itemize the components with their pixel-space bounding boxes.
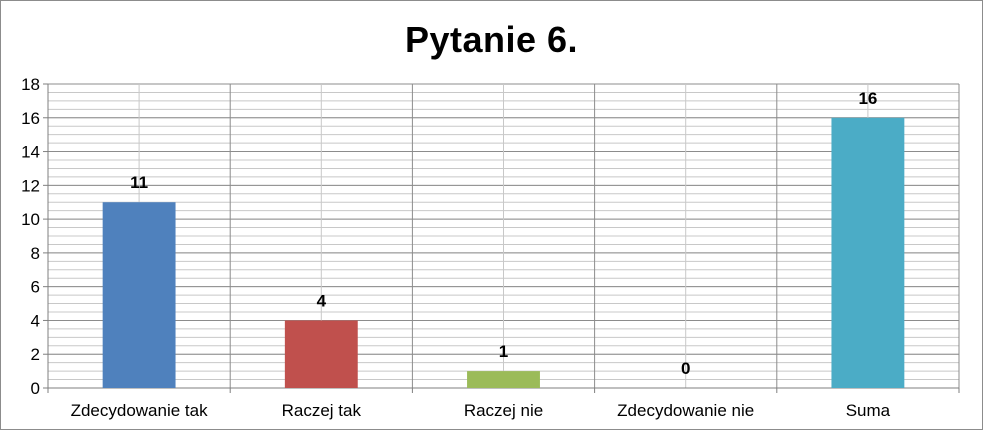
- bar-raczej-nie: [467, 371, 540, 388]
- x-tick-label: Zdecydowanie tak: [71, 401, 209, 420]
- bar-suma: [831, 117, 905, 389]
- x-tick-label: Raczej nie: [464, 401, 543, 420]
- data-label: 11: [130, 173, 148, 192]
- y-tick-label: 0: [31, 379, 40, 398]
- label-layer: 11 Zdecydowanie tak 4 Raczej tak 1 Raczej nie…: [71, 89, 891, 420]
- data-label: 0: [681, 359, 690, 378]
- y-tick-label: 6: [31, 278, 40, 297]
- y-tick-label: 10: [21, 210, 40, 229]
- data-label: 1: [499, 342, 508, 361]
- data-label: 4: [317, 291, 327, 310]
- data-label: 16: [858, 89, 877, 108]
- y-tick-label: 18: [21, 75, 40, 94]
- bar-layer: [102, 117, 905, 389]
- bar-zdecydowanie-tak: [102, 202, 176, 388]
- y-tick-label: 8: [31, 244, 40, 263]
- y-tick-label: 12: [21, 176, 40, 195]
- x-tick-label: Zdecydowanie nie: [617, 401, 754, 420]
- y-tick-label: 2: [31, 345, 40, 364]
- y-tick-label: 4: [31, 311, 40, 330]
- x-tick-label: Suma: [846, 401, 891, 420]
- y-tick-label: 16: [21, 109, 40, 128]
- chart-title: Pytanie 6.: [404, 19, 579, 60]
- y-tick-label: 14: [21, 143, 40, 162]
- grid-layer: [47, 83, 960, 389]
- bar-raczej-tak: [284, 320, 358, 388]
- x-tick-label: Raczej tak: [282, 401, 362, 420]
